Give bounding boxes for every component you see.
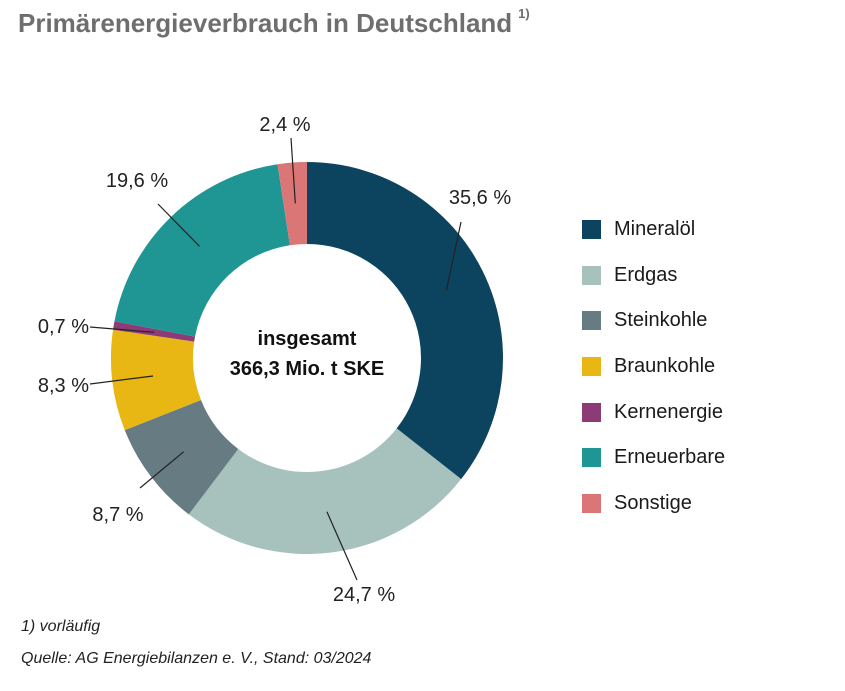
- slice-braunkohle: [111, 329, 202, 431]
- legend-swatch: [582, 448, 601, 468]
- legend-swatch: [582, 265, 601, 285]
- leader-line-erdgas: [326, 511, 358, 581]
- slice-label-sonstige: 2,4 %: [259, 114, 310, 136]
- legend-label: Steinkohle: [614, 309, 708, 332]
- slice-mineraloel: [307, 162, 504, 480]
- leader-line-kernenergie: [89, 326, 155, 333]
- legend-swatch: [582, 493, 601, 513]
- footnote: 1) vorläufig: [21, 618, 101, 635]
- leader-line-erneuerbare: [157, 203, 200, 247]
- slice-label-erdgas: 24,7 %: [333, 584, 395, 606]
- slice-label-braunkohle: 8,3 %: [38, 375, 89, 397]
- leader-lines: [89, 137, 462, 581]
- slice-label-steinkohle: 8,7 %: [92, 504, 143, 526]
- leader-line-sonstige: [290, 137, 296, 204]
- legend-swatch: [582, 220, 601, 240]
- slice-kernenergie: [113, 321, 196, 342]
- center-label-line-2: 366,3 Mio. t SKE: [230, 358, 385, 380]
- donut-slices: [111, 162, 504, 554]
- legend-item-kernenergie: Kernenergie: [582, 389, 725, 435]
- legend-swatch: [582, 357, 601, 377]
- legend-swatch: [582, 402, 601, 422]
- leader-line-mineraloel: [445, 221, 462, 291]
- leader-line-braunkohle: [89, 375, 154, 385]
- slice-sonstige: [277, 162, 307, 246]
- slice-erdgas: [188, 428, 462, 554]
- legend-swatch: [582, 311, 601, 331]
- chart-title-text: Primärenergieverbrauch in Deutschland: [18, 8, 513, 38]
- legend-item-erdgas: Erdgas: [582, 253, 725, 299]
- slice-erneuerbare: [114, 164, 290, 337]
- title-footnote-marker: 1): [518, 6, 530, 22]
- legend-label: Sonstige: [614, 491, 692, 514]
- legend-label: Braunkohle: [614, 355, 716, 378]
- legend: Mineralöl Erdgas Steinkohle Braunkohle Kerne…: [582, 207, 725, 526]
- legend-item-erneuerbare: Erneuerbare: [582, 435, 725, 481]
- legend-item-steinkohle: Steinkohle: [582, 298, 725, 344]
- slice-label-erneuerbare: 19,6 %: [106, 170, 168, 192]
- legend-label: Mineralöl: [614, 218, 696, 241]
- center-label-line-1: insgesamt: [258, 328, 357, 350]
- slice-label-kernenergie: 0,7 %: [38, 316, 89, 338]
- legend-item-sonstige: Sonstige: [582, 481, 725, 527]
- slice-labels: 35,6 % 24,7 % 8,7 % 8,3 % 0,7 % 19,6 % 2,4 %: [38, 114, 512, 606]
- slice-steinkohle: [124, 399, 239, 515]
- legend-item-braunkohle: Braunkohle: [582, 344, 725, 390]
- slice-label-mineraloel: 35,6 %: [449, 187, 511, 209]
- legend-label: Erdgas: [614, 263, 678, 286]
- leader-line-steinkohle: [139, 451, 185, 489]
- chart-title: Primärenergieverbrauch in Deutschland 1): [18, 6, 530, 39]
- legend-label: Erneuerbare: [614, 446, 726, 469]
- legend-item-mineraloel: Mineralöl: [582, 207, 725, 253]
- legend-label: Kernenergie: [614, 400, 723, 423]
- source-note: Quelle: AG Energiebilanzen e. V., Stand:…: [21, 650, 372, 667]
